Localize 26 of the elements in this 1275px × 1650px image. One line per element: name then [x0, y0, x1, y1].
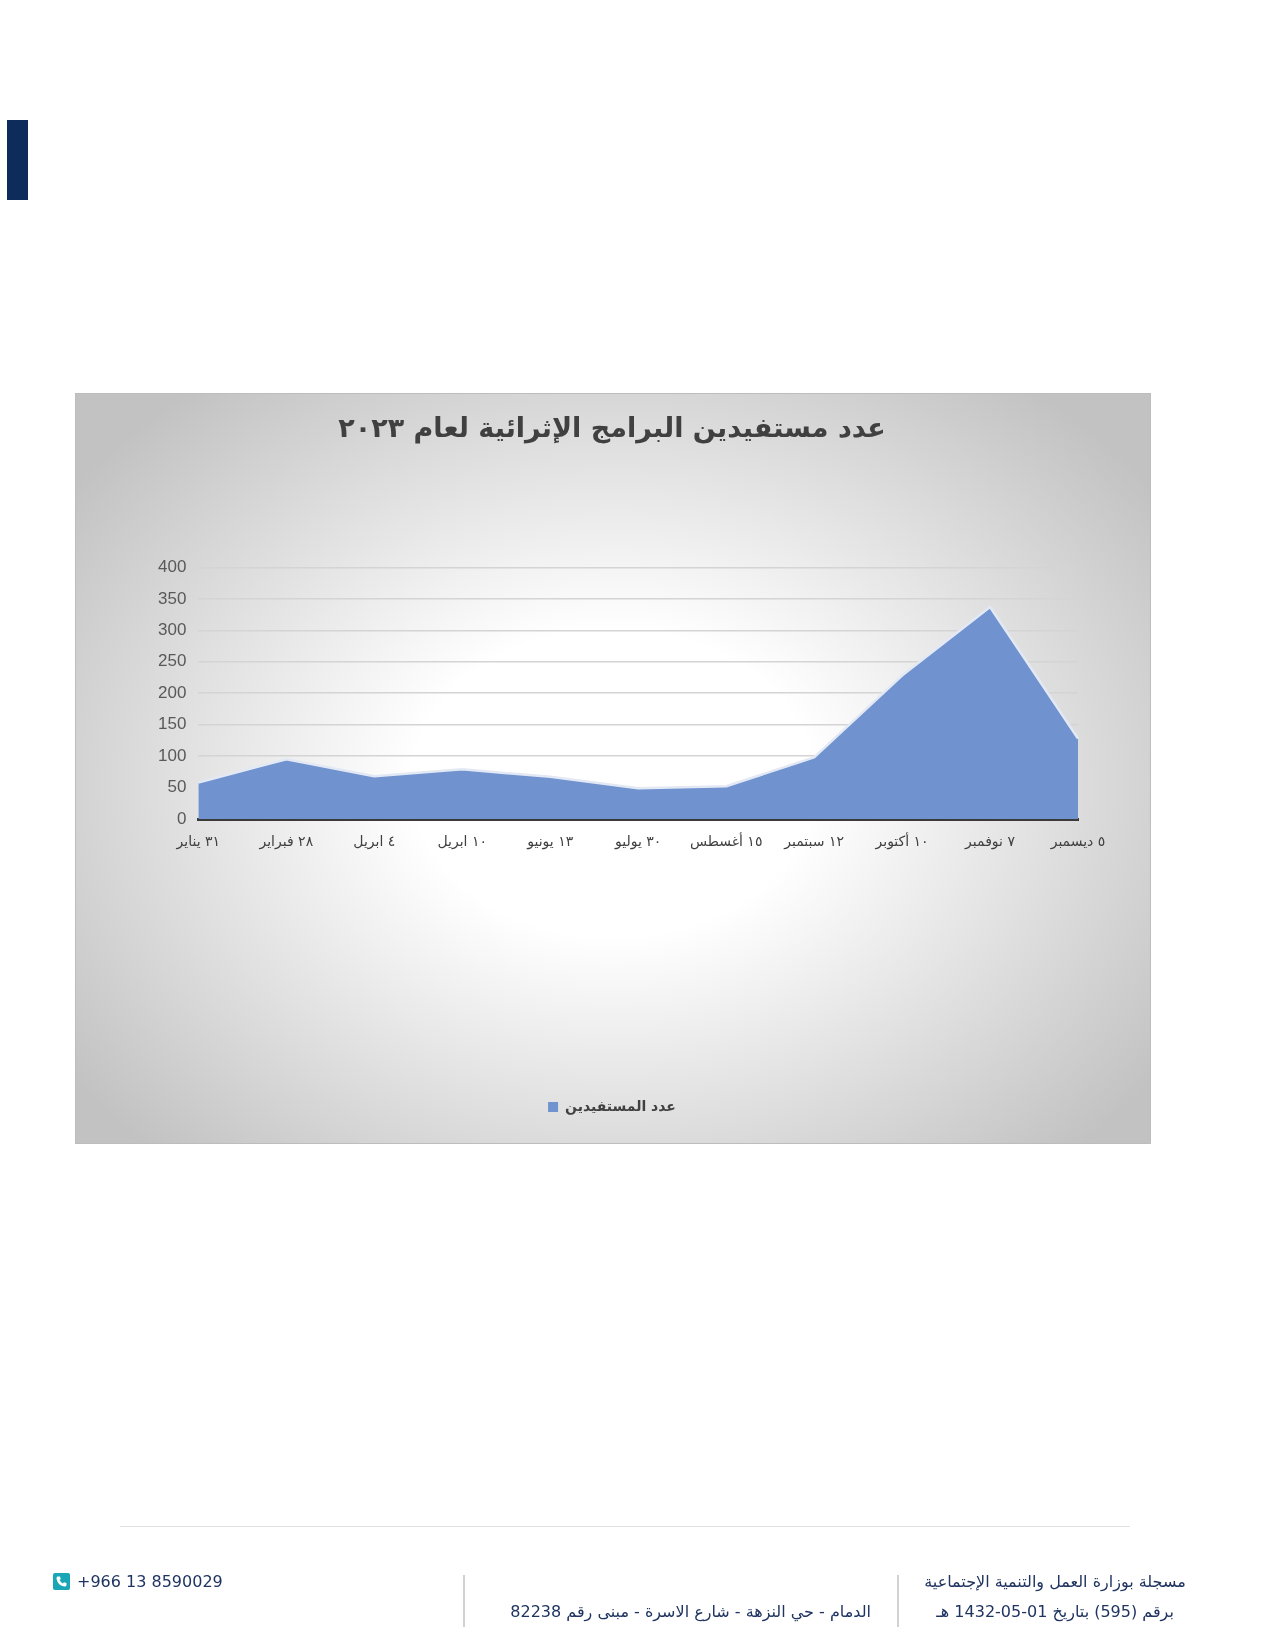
text: مسجلة بوزارة العمل والتنمية الإجتماعية	[924, 1572, 1186, 1591]
y-tick-label: 50	[167, 777, 187, 797]
y-tick-label: 250	[157, 651, 187, 671]
x-tick-label: ٥ ديسمبر	[1049, 833, 1106, 851]
chart-title: عدد مستفيدين البرامج الإثرائية لعام ٢٠٢٣	[338, 412, 886, 445]
x-tick-label: ٧ نوفمبر	[964, 833, 1016, 851]
x-tick-label: ٣٠ يوليو	[614, 833, 662, 851]
text: برقم (595) بتاريخ 01-05-1432 هـ	[936, 1602, 1174, 1621]
legend-label: عدد المستفيدين	[565, 1097, 676, 1115]
x-tick-label: ٣١ يناير	[175, 833, 221, 851]
x-tick-label: ٢٨ فبراير	[258, 833, 314, 851]
text: الدمام - حي النزهة - شارع الاسرة - مبنى رقم 82238	[510, 1602, 871, 1621]
x-tick-label: ١٠ ابريل	[437, 833, 488, 851]
y-tick-label: 200	[157, 682, 187, 702]
y-tick-label: 150	[157, 714, 187, 734]
text: +966 13 8590029	[77, 1572, 223, 1591]
y-tick-label: 400	[157, 557, 187, 577]
x-tick-label: ١٠ أكتوبر	[874, 832, 929, 851]
x-tick-label: ١٥ أغسطس	[689, 832, 763, 851]
x-tick-label: ١٢ سبتمبر	[783, 833, 844, 851]
y-tick-label: 100	[157, 745, 187, 765]
x-tick-label: ٤ ابريل	[353, 833, 396, 851]
y-tick-label: 0	[176, 808, 187, 828]
y-tick-label: 350	[157, 588, 187, 608]
y-tick-label: 300	[157, 619, 187, 639]
x-tick-label: ١٣ يونيو	[526, 833, 574, 851]
